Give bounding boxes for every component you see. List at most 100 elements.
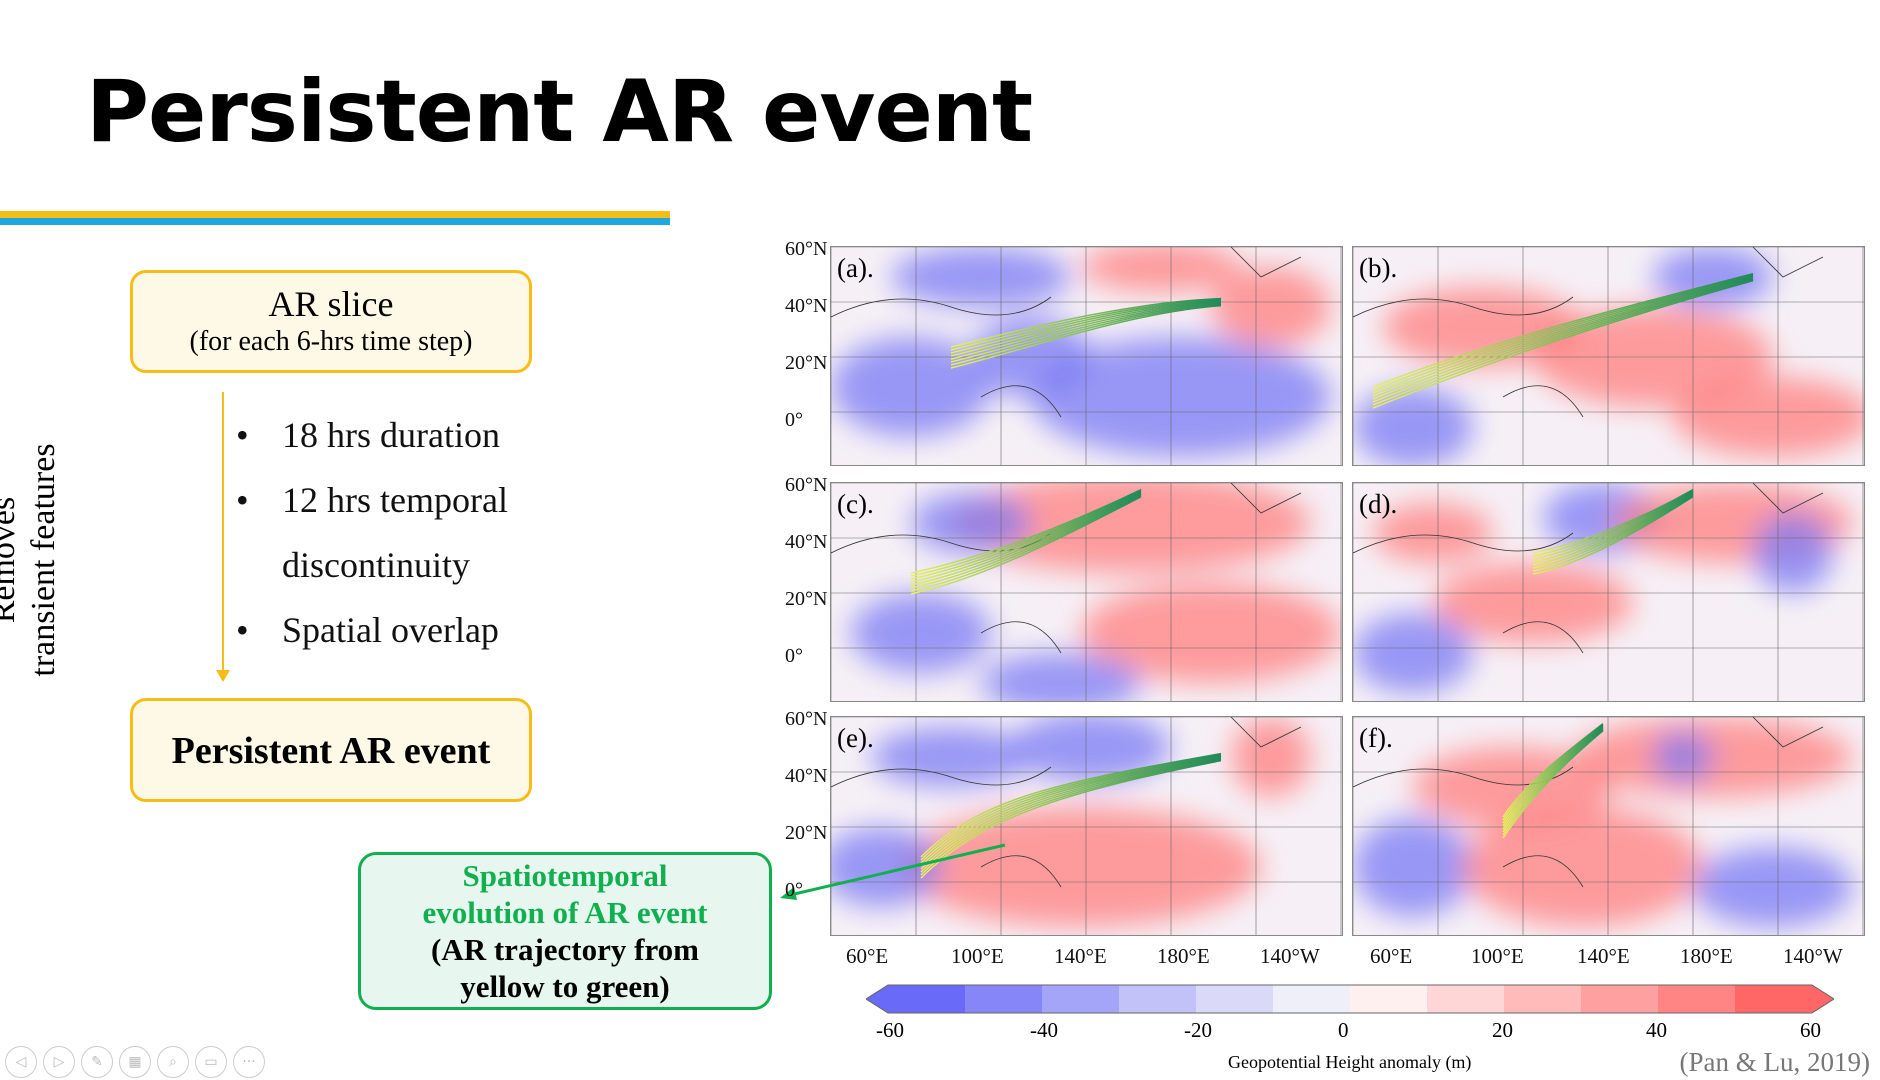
lat-label: 20°N	[785, 588, 828, 610]
colorbar-tick: 40	[1646, 1018, 1667, 1042]
ar-trajectory	[1532, 490, 1694, 557]
panel-label: (c).	[837, 489, 874, 519]
ar-trajectory	[950, 299, 1222, 354]
ar-trajectory	[920, 753, 1222, 861]
anomaly-blob	[851, 593, 991, 673]
ar-trajectory	[910, 495, 1142, 592]
anomaly-blob	[1081, 247, 1241, 292]
colorbar-tick: 20	[1492, 1018, 1513, 1042]
lat-label: 0°	[785, 645, 803, 667]
colorbar-arrow-right	[1812, 985, 1834, 1013]
side-label: Removes transient features	[0, 405, 64, 715]
anomaly-blob	[1693, 847, 1853, 927]
lat-label: 0°	[785, 879, 803, 901]
ar-trajectory	[1372, 276, 1754, 400]
lat-label: 20°N	[785, 352, 828, 374]
lat-label: 60°N	[785, 708, 828, 730]
lat-label: 0°	[785, 409, 803, 431]
lat-label: 60°N	[785, 238, 828, 260]
colorbar-segment	[1581, 985, 1659, 1013]
anomaly-blob	[901, 807, 1261, 927]
map-panel: (e).	[830, 716, 1343, 936]
colorbar-tick: -60	[876, 1018, 904, 1042]
lat-label: 20°N	[785, 822, 828, 844]
ar-trajectory	[950, 302, 1222, 363]
map-panel: (c).	[830, 482, 1343, 702]
ar-trajectory	[910, 493, 1142, 589]
ar-trajectory	[1532, 494, 1694, 569]
callout-line: yellow to green)	[460, 969, 670, 1004]
colorbar-segment	[888, 985, 966, 1013]
ar-trajectory	[1532, 492, 1694, 563]
lon-label: 60°E	[1370, 944, 1413, 968]
ar-trajectory	[1372, 279, 1754, 409]
anomaly-blob	[981, 653, 1141, 701]
anomaly-blob	[891, 247, 1071, 307]
next-icon[interactable]: ▷	[43, 1046, 75, 1078]
colorbar-segment	[1427, 985, 1505, 1013]
ar-trajectory	[1532, 495, 1694, 572]
lon-label: 140°W	[1783, 944, 1843, 968]
lon-label: 100°E	[951, 944, 1004, 968]
zoom-icon[interactable]: ⌕	[157, 1046, 189, 1078]
ar-trajectory	[1502, 727, 1604, 830]
anomaly-blob	[1353, 387, 1473, 465]
panel-label: (d).	[1359, 489, 1398, 519]
colorbar-segment	[1735, 985, 1812, 1013]
arrow-head	[216, 670, 230, 682]
ar-trajectory	[950, 300, 1222, 357]
ar-trajectory	[1502, 723, 1604, 818]
persistent-event-box: Persistent AR event	[130, 698, 532, 802]
ar-trajectory	[1502, 729, 1604, 836]
ar-trajectory	[1532, 493, 1694, 566]
panel-label: (b).	[1359, 253, 1398, 283]
anomaly-blob	[1011, 717, 1171, 782]
colorbar-segment	[965, 985, 1043, 1013]
colorbar-tick: -20	[1184, 1018, 1212, 1042]
colorbar-segment	[1119, 985, 1197, 1013]
anomaly-blob	[1353, 613, 1473, 693]
lon-label: 140°E	[1054, 944, 1107, 968]
ar-trajectory	[1372, 274, 1754, 394]
previous-icon[interactable]: ◁	[5, 1046, 37, 1078]
colorbar-segment	[1658, 985, 1736, 1013]
ar-trajectory	[950, 298, 1222, 351]
side-label-line2: transient features	[25, 443, 62, 677]
anomaly-blob	[1081, 583, 1341, 683]
slides-icon[interactable]: ▦	[119, 1046, 151, 1078]
colorbar-segment	[1196, 985, 1274, 1013]
more-icon[interactable]: ···	[233, 1046, 265, 1078]
anomaly-blob	[1653, 732, 1713, 782]
map-panel: (a).	[830, 246, 1343, 466]
colorbar-segment	[1350, 985, 1428, 1013]
panel-label: (a).	[837, 253, 874, 283]
ar-trajectory	[910, 492, 1142, 586]
ar-trajectory	[920, 754, 1222, 864]
lat-label: 40°N	[785, 765, 828, 787]
pen-icon[interactable]: ✎	[81, 1046, 113, 1078]
map-panel: (f).	[1352, 716, 1865, 936]
lon-label: 180°E	[1157, 944, 1210, 968]
callout-line: (AR trajectory from	[431, 932, 699, 967]
anomaly-blob	[871, 727, 1031, 787]
lon-label: 60°E	[846, 944, 889, 968]
colorbar-arrow-left	[866, 985, 888, 1013]
callout-box: Spatiotemporal evolution of AR event (AR…	[358, 852, 772, 1010]
lat-label: 40°N	[785, 531, 828, 553]
ar-trajectory	[1372, 277, 1754, 403]
slide-title: Persistent AR event	[86, 62, 1033, 162]
ar-trajectory	[1372, 273, 1754, 391]
anomaly-blob	[1753, 513, 1833, 593]
colorbar-tick: 60	[1800, 1018, 1821, 1042]
ar-slice-box: AR slice (for each 6-hrs time step)	[130, 270, 532, 373]
subtitles-icon[interactable]: ▭	[195, 1046, 227, 1078]
divider-blue	[0, 218, 670, 225]
colorbar-tick: -40	[1030, 1018, 1058, 1042]
ar-trajectory	[910, 490, 1142, 580]
anomaly-blob	[1031, 337, 1331, 457]
ar-trajectory	[1372, 278, 1754, 406]
anomaly-blob	[1673, 377, 1864, 457]
lon-label: 140°W	[1260, 944, 1320, 968]
anomaly-blob	[1373, 503, 1493, 563]
citation: (Pan & Lu, 2019)	[1679, 1047, 1870, 1077]
